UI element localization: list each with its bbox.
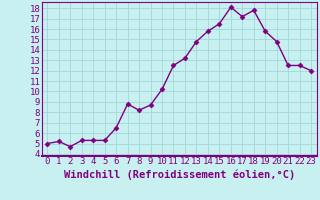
X-axis label: Windchill (Refroidissement éolien,°C): Windchill (Refroidissement éolien,°C) [64,169,295,180]
